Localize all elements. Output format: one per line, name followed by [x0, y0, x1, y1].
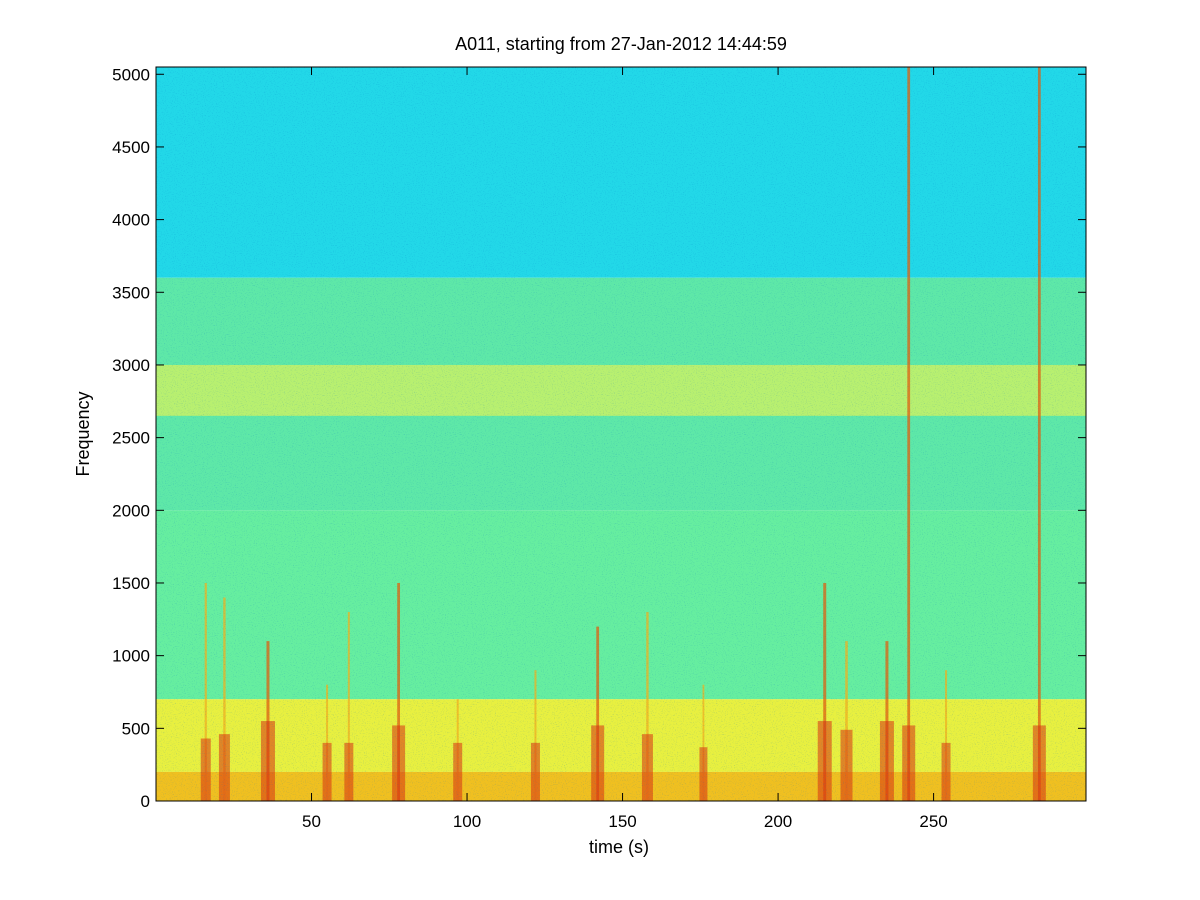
x-tick-label: 200: [764, 812, 792, 831]
noise-texture: [156, 67, 1086, 801]
y-tick-label: 500: [122, 719, 150, 738]
y-tick-label: 4000: [112, 211, 150, 230]
y-tick-label: 1500: [112, 574, 150, 593]
y-tick-label: 2500: [112, 429, 150, 448]
chart-title: A011, starting from 27-Jan-2012 14:44:59: [455, 34, 787, 54]
x-tick-label: 250: [919, 812, 947, 831]
y-tick-label: 0: [141, 792, 150, 811]
plot-frame: [155, 66, 1087, 802]
x-tick-label: 100: [453, 812, 481, 831]
x-tick-label: 50: [302, 812, 321, 831]
y-axis-label: Frequency: [73, 391, 93, 476]
y-tick-label: 1000: [112, 647, 150, 666]
plot-area: [156, 67, 1086, 801]
y-tick-label: 5000: [112, 65, 150, 84]
y-tick-label: 4500: [112, 138, 150, 157]
x-tick-label: 150: [608, 812, 636, 831]
y-tick-label: 2000: [112, 501, 150, 520]
y-tick-label: 3000: [112, 356, 150, 375]
y-tick-label: 3500: [112, 283, 150, 302]
x-axis-ticks: 50 100 150 200 250: [302, 67, 948, 831]
x-axis-label: time (s): [589, 837, 649, 857]
y-axis-ticks: 0 500 1000 1500 2000 2500 3000 3500 4000 4500 5000: [112, 65, 1086, 811]
